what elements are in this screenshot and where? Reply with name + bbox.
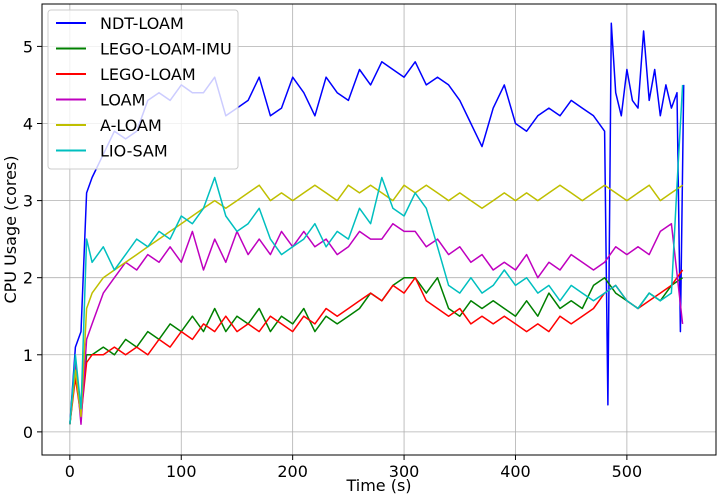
series-line-lego-loam — [69, 269, 684, 425]
ticks: 0 100 200 300 400 500 0 1 2 3 4 5 — [23, 37, 642, 481]
x-axis-label: Time (s) — [345, 476, 411, 494]
x-tick-label: 300 — [389, 462, 420, 481]
y-tick-label: 0 — [23, 423, 33, 442]
y-tick-label: 4 — [23, 114, 33, 133]
y-tick-label: 2 — [23, 269, 33, 288]
y-axis-label: CPU Usage (cores) — [1, 155, 20, 303]
x-tick-label: 200 — [277, 462, 308, 481]
series-line-lio-sam — [69, 84, 684, 425]
legend-label: LEGO-LOAM — [100, 65, 196, 84]
series-line-loam — [69, 222, 684, 425]
series-layer — [69, 22, 685, 425]
legend-label: LIO-SAM — [100, 142, 168, 161]
legend-label: A-LOAM — [100, 116, 162, 135]
legend-label: NDT-LOAM — [100, 14, 184, 33]
x-tick-label: 500 — [612, 462, 643, 481]
y-tick-label: 3 — [23, 192, 33, 211]
legend-label: LOAM — [100, 91, 145, 110]
x-tick-label: 400 — [500, 462, 531, 481]
y-tick-label: 5 — [23, 37, 33, 56]
legend-box — [47, 9, 239, 170]
series-line-lego-loam-imu — [69, 276, 684, 425]
y-tick-label: 1 — [23, 346, 33, 365]
series-line-a-loam — [69, 184, 684, 425]
legend: NDT-LOAM LEGO-LOAM-IMU LEGO-LOAM LOAM A-LOAM… — [47, 9, 239, 170]
legend-label: LEGO-LOAM-IMU — [100, 40, 232, 59]
plot-frame — [41, 3, 717, 456]
x-tick-label: 100 — [166, 462, 197, 481]
x-tick-label: 0 — [65, 462, 75, 481]
